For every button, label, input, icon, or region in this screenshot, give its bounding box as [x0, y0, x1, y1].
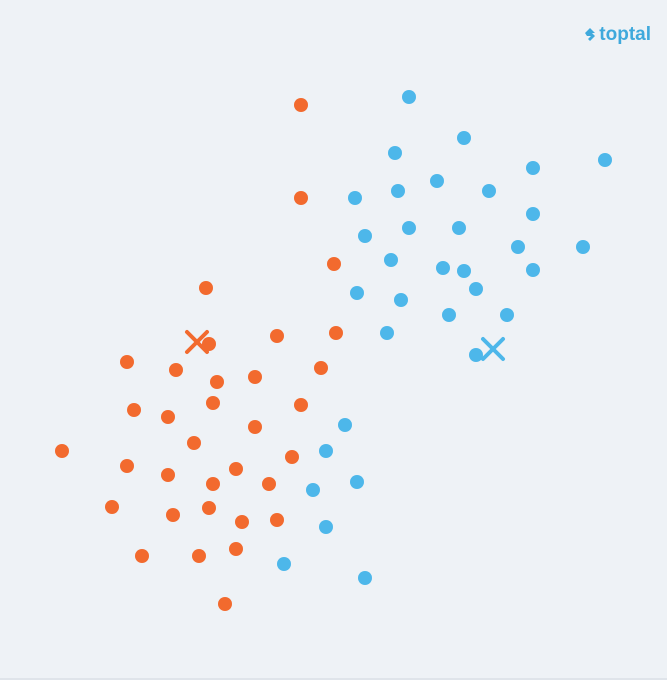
data-point — [314, 361, 328, 375]
data-point — [235, 515, 249, 529]
data-point — [120, 459, 134, 473]
data-point — [202, 337, 216, 351]
data-point — [120, 355, 134, 369]
bottom-divider — [0, 678, 667, 680]
data-point — [105, 500, 119, 514]
data-point — [166, 508, 180, 522]
data-point — [350, 475, 364, 489]
data-point — [402, 221, 416, 235]
data-point — [442, 308, 456, 322]
data-point — [526, 207, 540, 221]
data-point — [169, 363, 183, 377]
data-point — [270, 513, 284, 527]
data-point — [192, 549, 206, 563]
data-point — [270, 329, 284, 343]
centroid-marker — [185, 330, 209, 354]
data-point — [402, 90, 416, 104]
centroid-marker — [481, 337, 505, 361]
data-point — [277, 557, 291, 571]
data-point — [384, 253, 398, 267]
data-point — [391, 184, 405, 198]
data-point — [452, 221, 466, 235]
series-2 — [277, 90, 612, 585]
data-point — [511, 240, 525, 254]
data-point — [380, 326, 394, 340]
data-point — [469, 348, 483, 362]
data-point — [358, 571, 372, 585]
data-point — [319, 444, 333, 458]
data-point — [55, 444, 69, 458]
data-point — [135, 549, 149, 563]
data-point — [430, 174, 444, 188]
data-point — [482, 184, 496, 198]
data-point — [338, 418, 352, 432]
data-point — [329, 326, 343, 340]
toptal-logo-icon — [585, 28, 596, 41]
data-point — [526, 161, 540, 175]
data-point — [350, 286, 364, 300]
data-point — [457, 264, 471, 278]
data-point — [294, 398, 308, 412]
data-point — [229, 462, 243, 476]
data-point — [327, 257, 341, 271]
data-point — [388, 146, 402, 160]
data-point — [248, 420, 262, 434]
data-point — [187, 436, 201, 450]
data-point — [294, 191, 308, 205]
data-point — [598, 153, 612, 167]
logo: toptal — [583, 24, 651, 46]
data-point — [469, 282, 483, 296]
data-point — [457, 131, 471, 145]
data-point — [526, 263, 540, 277]
data-point — [248, 370, 262, 384]
data-point — [436, 261, 450, 275]
data-point — [358, 229, 372, 243]
data-point — [294, 98, 308, 112]
data-point — [199, 281, 213, 295]
data-point — [161, 410, 175, 424]
data-point — [306, 483, 320, 497]
data-point — [202, 501, 216, 515]
data-point — [206, 396, 220, 410]
data-point — [394, 293, 408, 307]
data-point — [206, 477, 220, 491]
data-point — [285, 450, 299, 464]
series-1 — [55, 98, 343, 611]
data-point — [218, 597, 232, 611]
data-point — [500, 308, 514, 322]
data-point — [210, 375, 224, 389]
data-point — [127, 403, 141, 417]
data-point — [319, 520, 333, 534]
data-point — [229, 542, 243, 556]
data-point — [576, 240, 590, 254]
data-point — [348, 191, 362, 205]
data-point — [262, 477, 276, 491]
logo-text: toptal — [599, 24, 651, 45]
data-point — [161, 468, 175, 482]
